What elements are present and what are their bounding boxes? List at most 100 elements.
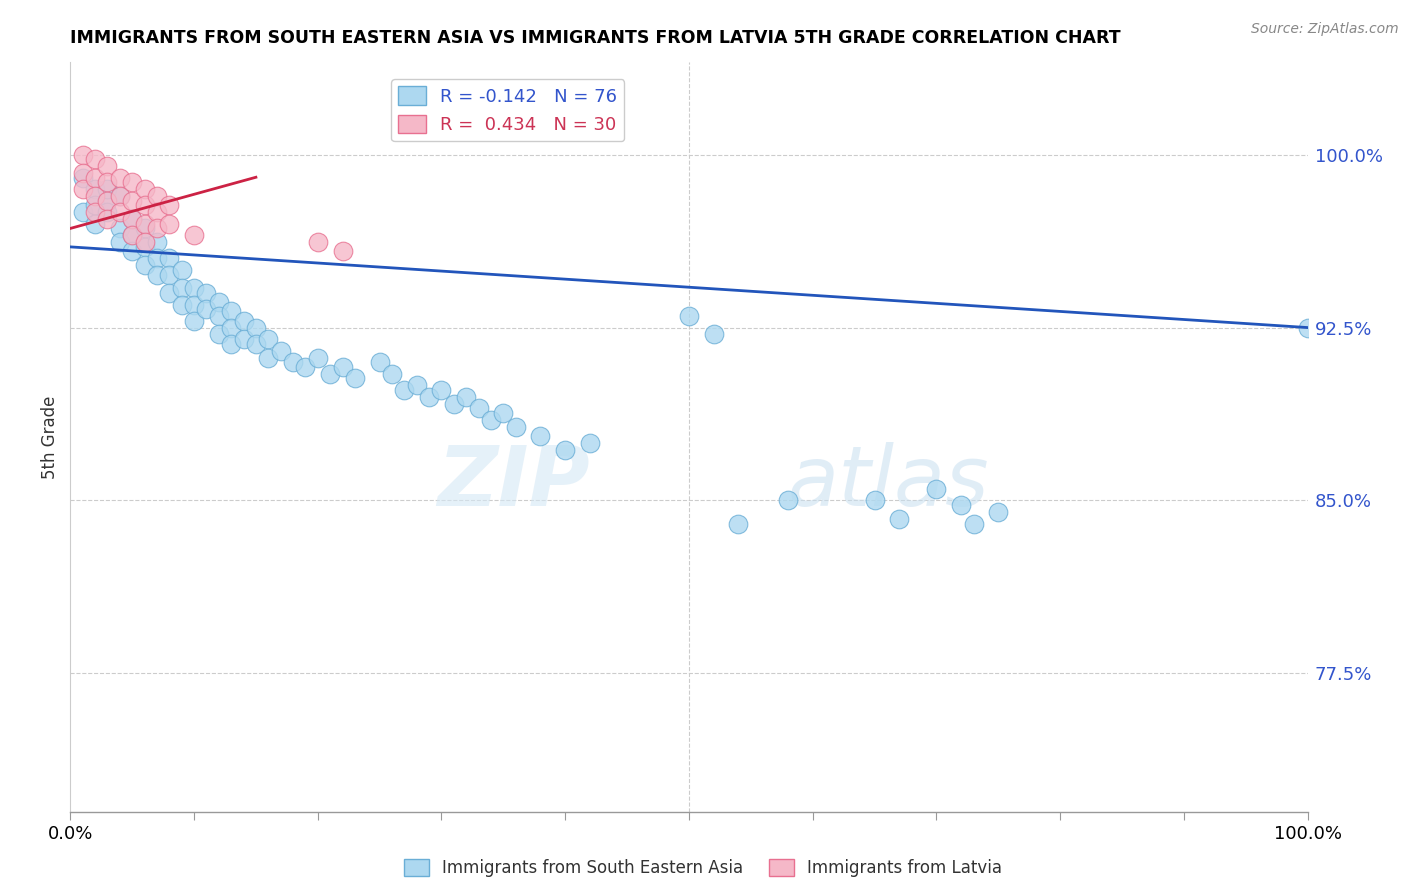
- Point: [108, 189, 131, 203]
- Point: [157, 217, 180, 231]
- Point: [134, 198, 156, 212]
- Point: [195, 302, 218, 317]
- Point: [232, 313, 254, 327]
- Point: [108, 189, 131, 203]
- Point: [84, 153, 107, 167]
- Point: [146, 235, 169, 250]
- Point: [183, 228, 205, 243]
- Point: [84, 189, 107, 203]
- Point: [72, 166, 94, 180]
- Point: [121, 194, 143, 208]
- Point: [84, 217, 107, 231]
- Legend: R = -0.142   N = 76, R =  0.434   N = 30: R = -0.142 N = 76, R = 0.434 N = 30: [391, 79, 624, 141]
- Point: [257, 332, 280, 346]
- Point: [889, 512, 911, 526]
- Text: IMMIGRANTS FROM SOUTH EASTERN ASIA VS IMMIGRANTS FROM LATVIA 5TH GRADE CORRELATI: IMMIGRANTS FROM SOUTH EASTERN ASIA VS IM…: [70, 29, 1121, 47]
- Point: [84, 170, 107, 185]
- Point: [157, 268, 180, 282]
- Point: [121, 228, 143, 243]
- Point: [134, 258, 156, 272]
- Point: [554, 442, 576, 457]
- Point: [183, 297, 205, 311]
- Point: [134, 182, 156, 196]
- Point: [146, 221, 169, 235]
- Point: [1296, 320, 1319, 334]
- Point: [281, 355, 304, 369]
- Point: [678, 309, 700, 323]
- Point: [245, 336, 267, 351]
- Y-axis label: 5th Grade: 5th Grade: [41, 395, 59, 479]
- Point: [96, 194, 118, 208]
- Point: [505, 419, 527, 434]
- Point: [146, 268, 169, 282]
- Point: [108, 235, 131, 250]
- Point: [96, 194, 118, 208]
- Point: [332, 244, 354, 259]
- Point: [72, 147, 94, 161]
- Point: [925, 482, 948, 496]
- Point: [987, 505, 1010, 519]
- Point: [157, 252, 180, 266]
- Point: [294, 359, 316, 374]
- Point: [381, 367, 404, 381]
- Point: [96, 212, 118, 227]
- Point: [368, 355, 391, 369]
- Point: [121, 228, 143, 243]
- Point: [232, 332, 254, 346]
- Text: Source: ZipAtlas.com: Source: ZipAtlas.com: [1251, 22, 1399, 37]
- Point: [307, 235, 329, 250]
- Point: [950, 498, 973, 512]
- Point: [134, 235, 156, 250]
- Point: [257, 351, 280, 365]
- Point: [208, 309, 231, 323]
- Point: [108, 221, 131, 235]
- Point: [245, 320, 267, 334]
- Point: [96, 205, 118, 219]
- Point: [170, 281, 193, 295]
- Point: [121, 212, 143, 227]
- Point: [208, 327, 231, 342]
- Point: [170, 297, 193, 311]
- Point: [96, 182, 118, 196]
- Point: [146, 189, 169, 203]
- Point: [108, 170, 131, 185]
- Point: [962, 516, 984, 531]
- Point: [72, 182, 94, 196]
- Point: [394, 383, 416, 397]
- Point: [208, 295, 231, 310]
- Text: ZIP: ZIP: [437, 442, 591, 523]
- Point: [134, 217, 156, 231]
- Point: [492, 406, 515, 420]
- Point: [108, 205, 131, 219]
- Point: [146, 252, 169, 266]
- Point: [727, 516, 749, 531]
- Point: [183, 281, 205, 295]
- Point: [121, 175, 143, 189]
- Point: [418, 390, 440, 404]
- Point: [776, 493, 799, 508]
- Point: [443, 397, 465, 411]
- Point: [270, 343, 292, 358]
- Point: [467, 401, 489, 416]
- Legend: Immigrants from South Eastern Asia, Immigrants from Latvia: Immigrants from South Eastern Asia, Immi…: [398, 852, 1008, 884]
- Point: [157, 285, 180, 300]
- Point: [146, 205, 169, 219]
- Point: [72, 170, 94, 185]
- Point: [170, 263, 193, 277]
- Point: [456, 390, 478, 404]
- Point: [84, 182, 107, 196]
- Point: [121, 212, 143, 227]
- Point: [319, 367, 342, 381]
- Point: [72, 205, 94, 219]
- Point: [96, 159, 118, 173]
- Point: [332, 359, 354, 374]
- Point: [343, 371, 366, 385]
- Point: [703, 327, 725, 342]
- Point: [307, 351, 329, 365]
- Point: [84, 205, 107, 219]
- Point: [134, 221, 156, 235]
- Point: [405, 378, 427, 392]
- Text: atlas: atlas: [787, 442, 990, 523]
- Point: [121, 244, 143, 259]
- Point: [479, 413, 502, 427]
